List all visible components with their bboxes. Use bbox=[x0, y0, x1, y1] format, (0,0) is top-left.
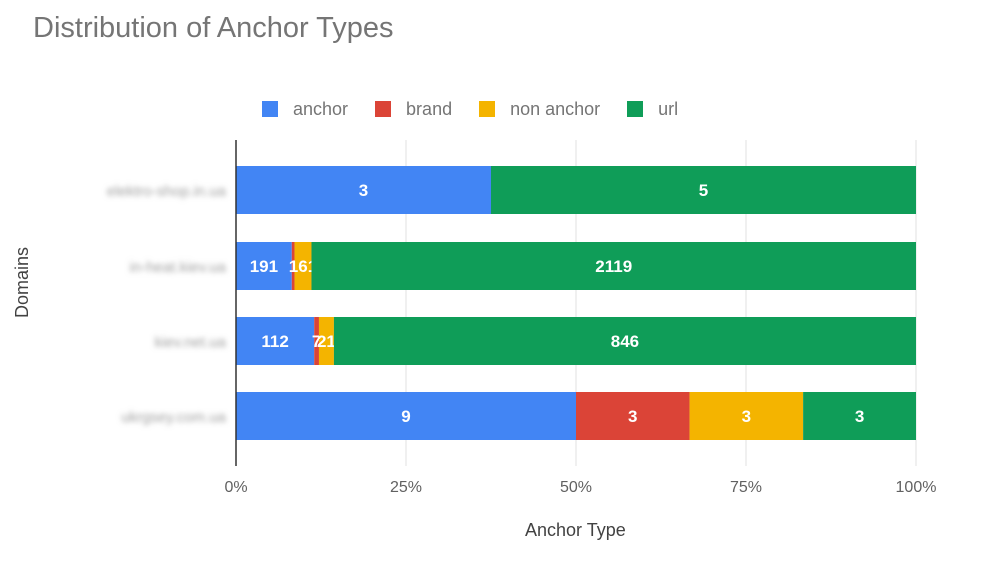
bar-segment-url bbox=[311, 242, 917, 290]
data-label: 9 bbox=[401, 407, 410, 426]
bar-segment-brand bbox=[314, 317, 319, 365]
bar-segment-anchor bbox=[236, 392, 576, 440]
y-category-label: ukrgsey.com.ua bbox=[121, 409, 226, 426]
data-label: 3 bbox=[855, 407, 864, 426]
legend-item-anchor[interactable]: anchor bbox=[262, 99, 348, 120]
legend-label: brand bbox=[406, 98, 453, 119]
data-label: 3 bbox=[628, 407, 637, 426]
bar-segment-brand bbox=[291, 242, 295, 290]
data-label: 21 bbox=[317, 332, 336, 351]
data-label: 7 bbox=[312, 332, 321, 351]
bar-segment-anchor bbox=[236, 166, 491, 214]
data-label: 846 bbox=[611, 332, 639, 351]
x-tick-label: 50% bbox=[560, 479, 592, 496]
x-tick-label: 100% bbox=[896, 479, 937, 496]
legend-swatch bbox=[627, 101, 644, 117]
data-label: 191 bbox=[250, 257, 278, 276]
legend-item-non-anchor[interactable]: non anchor bbox=[479, 99, 600, 120]
legend-swatch bbox=[479, 101, 496, 117]
bar-segment-url bbox=[803, 392, 916, 440]
bar-segment-anchor bbox=[236, 317, 315, 365]
legend-swatch bbox=[375, 101, 392, 117]
legend-item-url[interactable]: url bbox=[627, 99, 678, 120]
legend-label: url bbox=[658, 98, 679, 119]
bar-segment-url bbox=[333, 317, 916, 365]
data-label: 112 bbox=[261, 332, 288, 351]
bar-segment-anchor bbox=[236, 242, 292, 290]
x-tick-label: 75% bbox=[730, 479, 762, 496]
data-label: 5 bbox=[699, 181, 708, 200]
bar-segment-brand bbox=[576, 392, 690, 440]
y-category-label: in-heat.kiev.ua bbox=[130, 259, 227, 276]
legend-label: anchor bbox=[293, 98, 349, 119]
legend-item-brand[interactable]: brand bbox=[375, 99, 452, 120]
bar-segment-non-anchor bbox=[318, 317, 334, 365]
legend-label: non anchor bbox=[510, 98, 601, 119]
bar-segment-non-anchor bbox=[689, 392, 804, 440]
x-axis-title: Anchor Type bbox=[525, 520, 626, 540]
x-tick-label: 25% bbox=[390, 479, 422, 496]
x-tick-label: 0% bbox=[224, 479, 247, 496]
data-label: 161 bbox=[289, 257, 317, 276]
y-category-label: kiev.net.ua bbox=[155, 334, 227, 351]
legend: anchor brand non anchor url bbox=[262, 96, 705, 122]
y-category-label: elektro-shop.in.ua bbox=[107, 183, 227, 200]
bar-segment-non-anchor bbox=[294, 242, 312, 290]
bar-segment-url bbox=[491, 166, 916, 214]
y-axis-title: Domains bbox=[12, 246, 32, 318]
data-label: 2119 bbox=[595, 257, 632, 276]
legend-swatch bbox=[262, 101, 278, 117]
data-label: 3 bbox=[742, 407, 751, 426]
data-label: 3 bbox=[359, 181, 368, 200]
chart-title: Distribution of Anchor Types bbox=[33, 12, 394, 44]
